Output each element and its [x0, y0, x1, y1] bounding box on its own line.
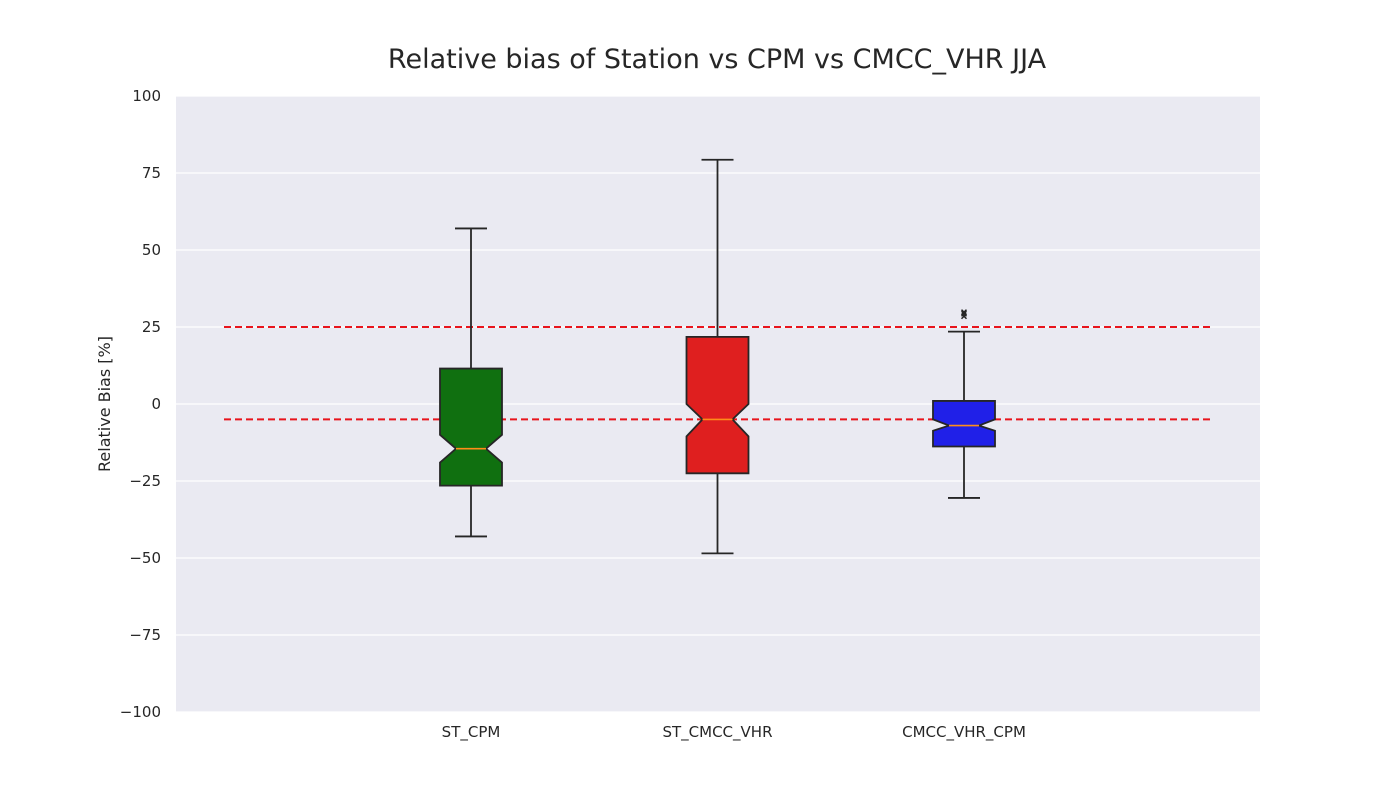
y-tick-label: 0	[151, 395, 161, 413]
y-tick-label: 75	[142, 164, 161, 182]
box-body	[439, 367, 503, 487]
box-cmcc-vhr-cpm	[932, 309, 996, 499]
box-st-cmcc-vhr	[685, 158, 750, 555]
box-body	[685, 335, 750, 475]
box-body	[932, 400, 996, 448]
outlier-point	[960, 310, 968, 317]
chart-title: Relative bias of Station vs CPM vs CMCC_…	[388, 44, 1047, 75]
outlier-point	[960, 309, 968, 316]
y-tick-label: −25	[129, 472, 161, 490]
box-plots	[439, 158, 996, 555]
y-axis-label: Relative Bias [%]	[95, 336, 114, 472]
y-tick-label: −75	[129, 626, 161, 644]
y-tick-label: 25	[142, 318, 161, 336]
x-tick-label: CMCC_VHR_CPM	[902, 723, 1026, 742]
y-tick-label: 100	[132, 87, 161, 105]
x-tick-labels: ST_CPM ST_CMCC_VHR CMCC_VHR_CPM	[442, 723, 1026, 742]
y-tick-label: 50	[142, 241, 161, 259]
x-tick-label: ST_CMCC_VHR	[662, 723, 772, 742]
x-tick-label: ST_CPM	[442, 723, 501, 742]
box-st-cpm	[439, 227, 503, 538]
y-tick-label: −100	[120, 703, 161, 721]
y-tick-labels: 100 75 50 25 0 −25 −50 −75 −100	[120, 87, 161, 721]
y-tick-label: −50	[129, 549, 161, 567]
